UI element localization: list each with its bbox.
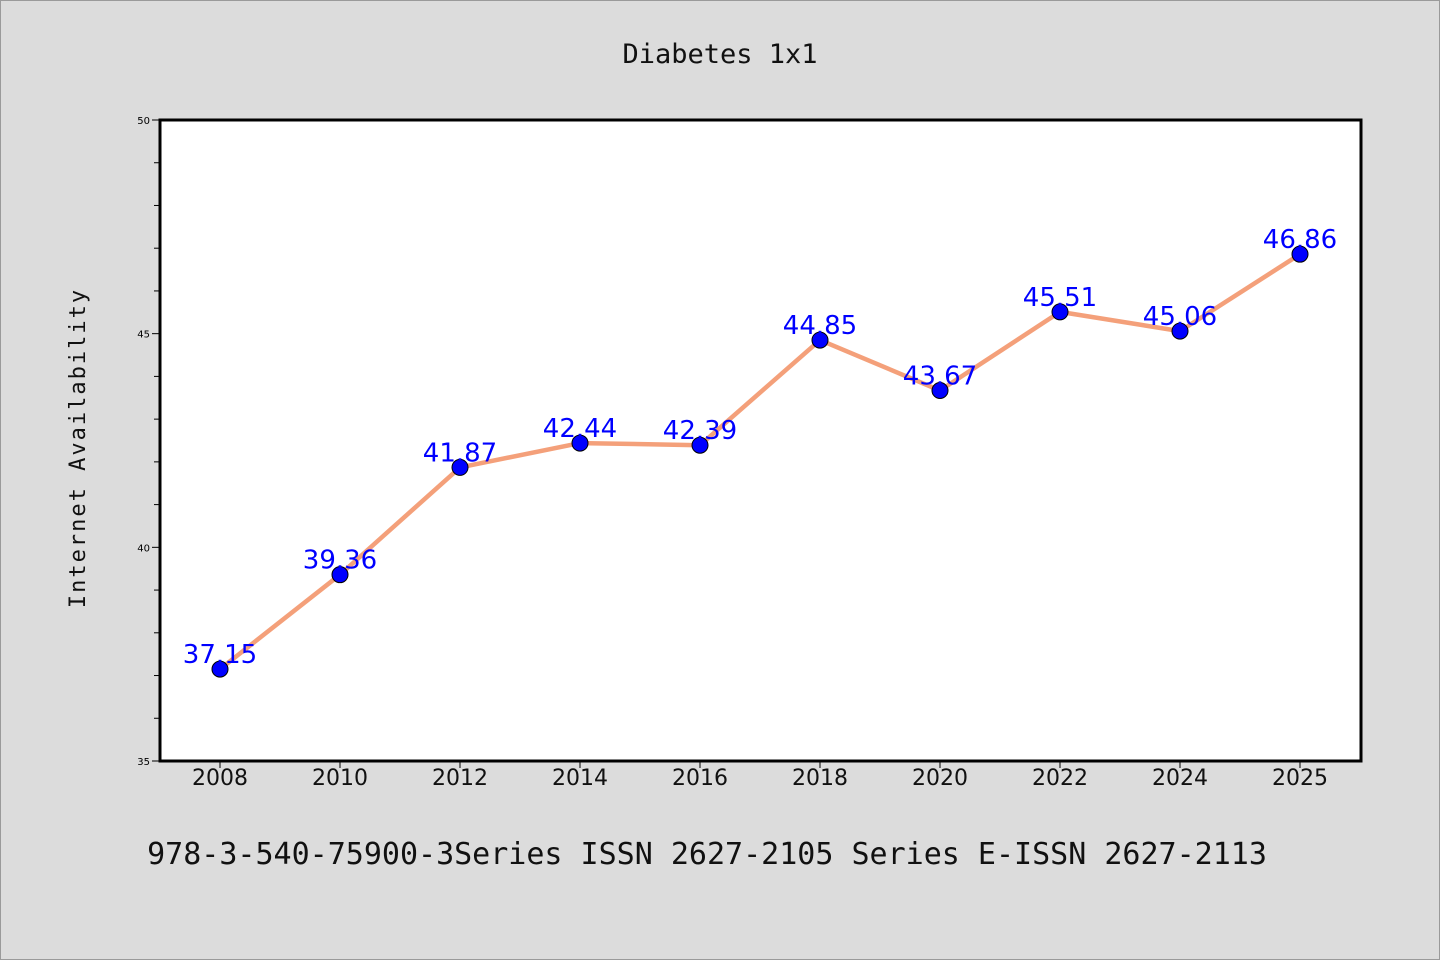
data-label: 45.51 — [1023, 283, 1097, 313]
x-tick-label: 2016 — [672, 766, 728, 791]
y-axis-ticks: 35 40 45 50 — [137, 116, 160, 768]
data-point — [811, 331, 829, 349]
data-point — [571, 434, 589, 452]
data-label: 45.06 — [1143, 302, 1217, 332]
data-point — [931, 382, 949, 400]
x-tick-label: 2008 — [192, 766, 248, 791]
data-label: 46.86 — [1263, 225, 1337, 255]
x-tick-label: 2018 — [792, 766, 848, 791]
data-point — [1051, 303, 1069, 321]
y-tick-label: 35 — [137, 757, 150, 768]
y-tick-label: 40 — [137, 543, 150, 554]
series-line — [218, 252, 1302, 671]
data-point — [691, 436, 709, 454]
y-tick-label: 45 — [137, 330, 150, 341]
footer-isbn-issn: 978-3-540-75900-3Series ISSN 2627-2105 S… — [147, 837, 1267, 872]
y-tick-label: 50 — [137, 116, 150, 127]
y-axis-label: Internet Availability — [66, 288, 91, 608]
data-point — [1171, 322, 1189, 340]
x-tick-label: 2022 — [1032, 766, 1088, 791]
data-point — [211, 660, 229, 678]
x-tick-label: 2014 — [552, 766, 608, 791]
series-group: 37.15 39.36 41.87 42.44 42.39 44.85 43.67 45.51… — [183, 225, 1337, 678]
data-label: 39.36 — [303, 546, 377, 576]
data-label: 37.15 — [183, 640, 257, 670]
data-label: 42.44 — [543, 414, 617, 444]
x-tick-label: 2025 — [1272, 766, 1328, 791]
x-tick-label: 2024 — [1152, 766, 1208, 791]
data-label: 41.87 — [423, 438, 497, 468]
chart-title: Diabetes 1x1 — [622, 39, 817, 70]
plot-area — [158, 118, 1363, 763]
x-tick-label: 2012 — [432, 766, 488, 791]
data-point — [451, 458, 469, 476]
data-point — [331, 566, 349, 584]
data-point — [1291, 245, 1309, 263]
x-tick-label: 2020 — [912, 766, 968, 791]
data-label: 43.67 — [903, 362, 977, 392]
x-axis-ticks: 2008 2010 2012 2014 2016 2018 2020 2022 2024 2025 — [192, 761, 1328, 791]
data-label: 42.39 — [663, 416, 737, 446]
x-tick-label: 2010 — [312, 766, 368, 791]
data-label: 44.85 — [783, 311, 857, 341]
